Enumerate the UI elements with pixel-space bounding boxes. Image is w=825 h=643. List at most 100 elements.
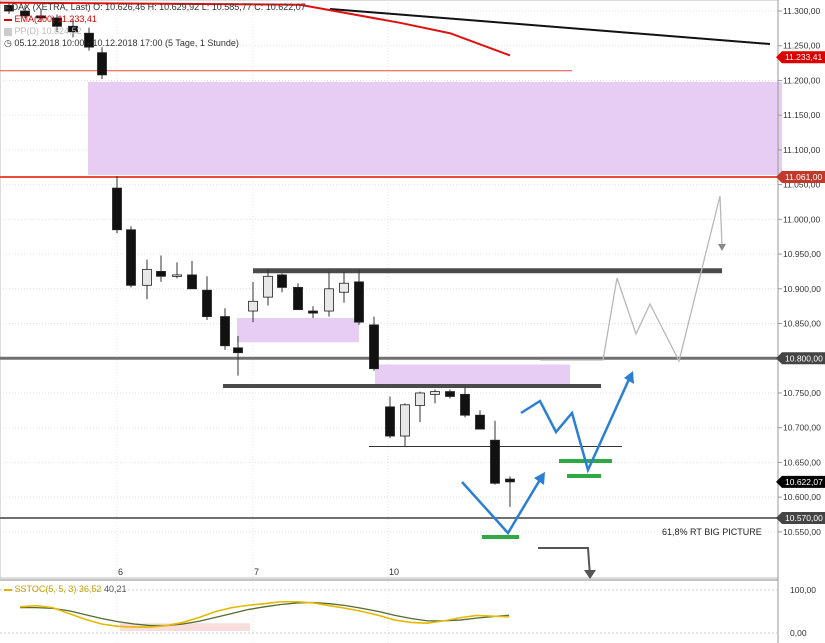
candle-body	[142, 268, 152, 286]
candle-body	[97, 52, 107, 76]
candle-body	[126, 229, 136, 286]
candle-body	[233, 347, 243, 354]
annotation-61-8: 61,8% RT BIG PICTURE	[662, 527, 762, 537]
candle-body	[220, 316, 230, 347]
scenario-arrows	[461, 195, 726, 579]
candles	[4, 2, 515, 507]
price-tag-label: 10.570,00	[785, 513, 823, 523]
pp-swatch	[4, 27, 12, 36]
stoch-d-value: 40,21	[103, 584, 127, 594]
price-tag-label: 10.622,07	[785, 477, 823, 487]
down-arrowhead	[584, 570, 596, 579]
candle-body	[36, 15, 46, 19]
x-tick-label: 10	[389, 567, 399, 577]
price-tag-label: 11.233,41	[785, 52, 822, 62]
candle-body	[156, 271, 166, 277]
price-tag	[776, 170, 825, 183]
resistance-zones	[88, 81, 782, 385]
stoch-k-value: 36,52	[78, 584, 102, 594]
candle-body	[385, 406, 395, 437]
osc-tick-label: 100,00	[790, 585, 816, 595]
candle-body	[293, 287, 303, 311]
zone-3	[375, 364, 570, 385]
candle-body	[475, 414, 485, 430]
candle-body	[400, 404, 410, 437]
price-tag	[776, 352, 825, 365]
osc-tick-label: 0,00	[790, 628, 807, 638]
legend-pp: PP(D) 10.824,52	[4, 26, 82, 36]
candle-body	[187, 274, 197, 290]
candle-body	[172, 274, 182, 277]
price-tag	[776, 511, 825, 524]
oscillator-legend: SSTOC(5, 5, 3) 36,52 40,21	[4, 584, 126, 594]
candle-body	[460, 393, 470, 416]
legend-instrument: ⫸ DAX (XETRA, Last) O: 10.626,46 H: 10.6…	[4, 2, 306, 13]
candle-body	[430, 391, 440, 395]
candle-body	[4, 5, 14, 12]
zone-1	[88, 81, 782, 175]
legend-pp-text: PP(D) 10.824,52	[14, 26, 82, 36]
y-tick-label: 10.950,00	[783, 249, 821, 259]
stoch-d-line	[20, 601, 510, 627]
y-tick-label: 11.300,00	[783, 6, 820, 16]
candle-body	[339, 282, 349, 293]
blue-scenario-path	[520, 376, 632, 474]
y-axis: 11.300,00 11.250,00 11.200,00 11.150,00 11.1…	[777, 0, 821, 643]
horizontal-levels	[0, 8, 778, 539]
y-tick-label: 11.000,00	[783, 214, 820, 224]
candle-body	[354, 281, 364, 323]
candle-body	[112, 187, 122, 231]
x-axis: 6 7 10	[118, 567, 399, 577]
blue-arrowhead	[534, 472, 545, 485]
legend-instrument-text: DAX (XETRA, Last) O: 10.626,46 H: 10.629…	[11, 2, 306, 12]
y-tick-label: 10.750,00	[783, 388, 821, 398]
y-tick-label: 11.250,00	[783, 41, 820, 51]
candle-body	[263, 275, 273, 298]
grey-scenario-path	[540, 195, 723, 363]
y-tick-label: 10.700,00	[783, 423, 821, 433]
candle-body	[84, 32, 94, 48]
candle-body	[445, 391, 455, 397]
ema-swatch	[4, 18, 12, 21]
candle-body	[20, 10, 30, 17]
x-tick-label: 7	[254, 567, 259, 577]
price-tag-label: 10.800,00	[785, 353, 823, 363]
legend-period-text: 05.12.2018 10:00 - 10.12.2018 17:00 (5 T…	[14, 38, 239, 48]
y-tick-label: 11.050,00	[783, 180, 820, 190]
down-arrow-path	[538, 547, 591, 577]
price-tag-label: 11.061,00	[785, 172, 822, 182]
price-tags: 11.233,41 11.061,00 10.800,00 10.622,07 10.5…	[776, 51, 825, 524]
price-tag	[776, 51, 825, 64]
y-tick-label: 11.150,00	[783, 110, 820, 120]
y-tick-label: 10.550,00	[783, 527, 821, 537]
candle-body	[505, 478, 515, 483]
legend-ema-text: EMA(200) 11.233,41	[14, 14, 97, 24]
zone-2	[237, 317, 359, 343]
y-tick-label: 10.900,00	[783, 284, 821, 294]
grey-arrowhead	[718, 244, 726, 251]
blue-scenario-path	[461, 477, 543, 536]
chart-icon: ⫸	[4, 2, 10, 12]
candle-body	[308, 310, 318, 314]
clock-icon: ◷	[4, 38, 12, 48]
candle-body	[324, 288, 334, 312]
y-tick-label: 11.100,00	[783, 145, 820, 155]
ema200-series	[0, 1, 511, 57]
blue-arrowhead	[624, 371, 634, 384]
y-tick-label: 11.200,00	[783, 75, 820, 85]
legend-period: ◷ 05.12.2018 10:00 - 10.12.2018 17:00 (5…	[4, 38, 239, 49]
candle-body	[490, 439, 500, 484]
price-tag	[776, 475, 825, 488]
candle-body	[415, 392, 425, 406]
candle-body	[248, 300, 258, 312]
ema200-line	[0, 1, 511, 57]
trendline	[329, 8, 771, 45]
y-tick-label: 10.600,00	[783, 492, 821, 502]
stoch-k-line	[19, 600, 510, 628]
candle-body	[369, 324, 379, 370]
oversold-shade	[120, 623, 250, 631]
stoch-name: SSTOC(5, 5, 3)	[14, 584, 77, 594]
candle-body	[52, 17, 62, 27]
y-tick-label: 10.850,00	[783, 319, 821, 329]
